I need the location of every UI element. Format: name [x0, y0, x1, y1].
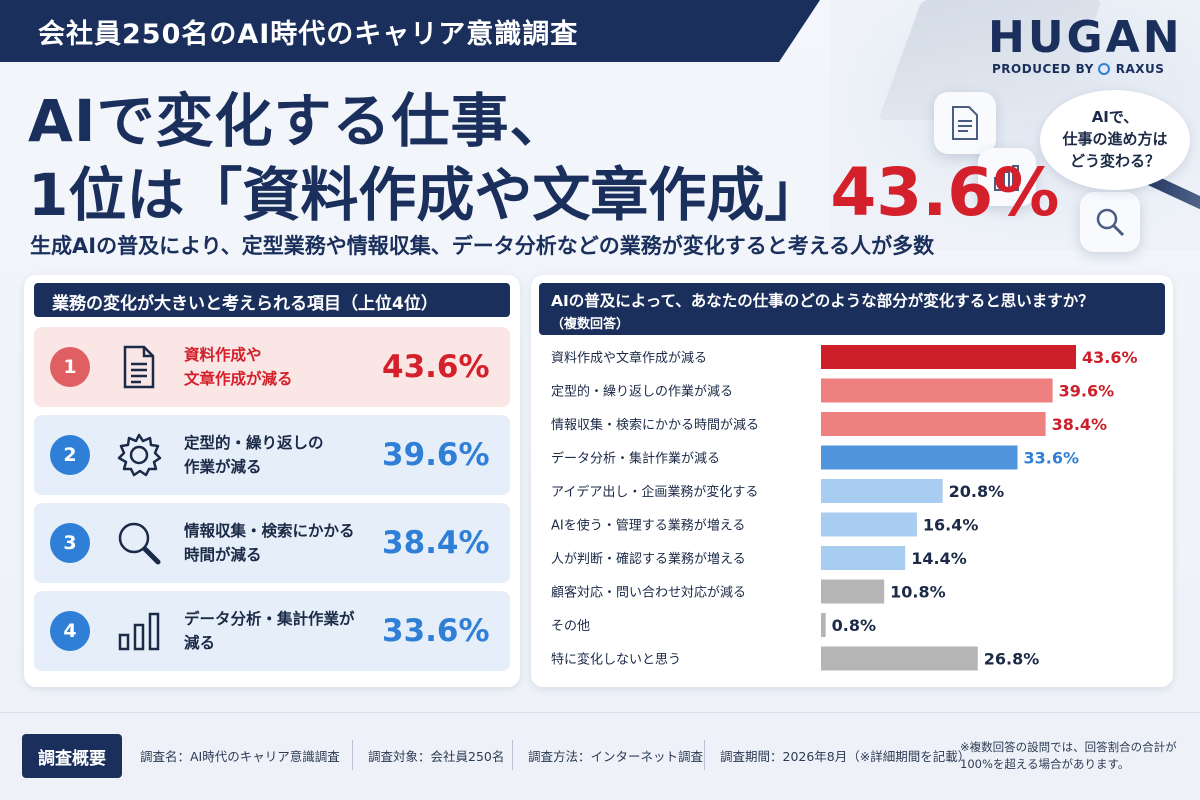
rank-percent: 38.4% — [382, 525, 490, 561]
rank-label: 定型的・繰り返しの 作業が減る — [184, 431, 380, 479]
category-label: 人が判断・確認する業務が増える — [551, 551, 746, 567]
divider — [512, 740, 513, 770]
rank-label-line-1: 定型的・繰り返しの — [184, 433, 324, 452]
value-label: 14.4% — [911, 549, 967, 568]
gear-icon — [114, 430, 164, 480]
chart-note: （複数回答） — [551, 317, 630, 332]
rank-card-2: 2 定型的・繰り返しの 作業が減る 39.6% — [34, 415, 510, 495]
rank-percent: 33.6% — [382, 613, 490, 649]
rank-label-line-1: 情報収集・検索にかかる — [184, 521, 355, 540]
value-label: 33.6% — [1024, 449, 1080, 468]
rank-label-line-2: 文章作成が減る — [184, 370, 293, 388]
magnifier-icon — [114, 518, 164, 568]
rank-label-line-2: 作業が減る — [184, 458, 262, 476]
category-label: 定型的・繰り返しの作業が減る — [551, 384, 733, 400]
footnote-line-1: ※複数回答の設問では、回答割合の合計が — [960, 740, 1177, 754]
divider — [352, 740, 353, 770]
bar — [821, 345, 1076, 369]
bar — [821, 445, 1018, 470]
rank-badge: 3 — [50, 523, 90, 563]
rank-percent: 39.6% — [382, 437, 490, 473]
banner-title: 会社員250名のAI時代のキャリア意識調査 — [38, 19, 579, 50]
value-label: 38.4% — [1052, 415, 1108, 434]
produced-by-text: PRODUCED BY — [992, 62, 1094, 76]
top4-panel-title: 業務の変化が大きいと考えられる項目（上位4位） — [34, 283, 510, 317]
category-label: 特に変化しないと思う — [551, 652, 681, 668]
survey-summary-footer: 調査概要 調査名：AI時代のキャリア意識調査 調査対象：会社員250名 調査方法… — [0, 712, 1200, 800]
rank-badge: 4 — [50, 611, 90, 651]
magnifier-icon — [1096, 208, 1125, 237]
value-label: 20.8% — [949, 482, 1005, 501]
category-label: 顧客対応・問い合わせ対応が減る — [551, 585, 746, 601]
raxus-name: RAXUS — [1115, 62, 1165, 76]
chart-title: AIの普及によって、あなたの仕事のどのような部分が変化すると思いますか？ （複数… — [539, 283, 1165, 335]
chart-panel: AIの普及によって、あなたの仕事のどのような部分が変化すると思いますか？ （複数… — [531, 275, 1173, 687]
chart-question: AIの普及によって、あなたの仕事のどのような部分が変化すると思いますか？ — [551, 292, 1094, 310]
bar — [821, 479, 943, 503]
category-label: 情報収集・検索にかかる時間が減る — [551, 417, 759, 433]
document-card — [934, 92, 996, 154]
rank-label-line-2: 時間が減る — [184, 546, 262, 564]
value-label: 16.4% — [923, 516, 979, 535]
bar-chart: 資料作成や文章作成が減る 43.6% 定型的・繰り返しの作業が減る 39.6% 情報収集… — [551, 345, 1138, 671]
headline-line-1: AIで変化する仕事、 — [28, 87, 569, 155]
value-label: 10.8% — [890, 583, 946, 602]
bubble-line-1: AIで、 — [1091, 108, 1139, 127]
hugan-logo: HUGAN — [988, 12, 1183, 63]
subheadline: 生成AIの普及により、定型業務や情報収集、データ分析などの業務が変化すると考える… — [30, 234, 935, 258]
document-icon — [114, 342, 164, 392]
rank-card-4: 4 データ分析・集計作業が 減る 33.6% — [34, 591, 510, 671]
rank-label-line-2: 減る — [184, 634, 216, 652]
question-bubble: AIで、 仕事の進め方は どう変わる？ — [1040, 90, 1190, 190]
footnote: ※複数回答の設問では、回答割合の合計が 100%を超える場合があります。 — [960, 739, 1180, 774]
rank-badge: 1 — [50, 347, 90, 387]
rank-percent: 43.6% — [382, 349, 490, 385]
document-icon — [952, 106, 978, 140]
survey-method: 調査方法：インターネット調査 — [528, 749, 704, 764]
bar — [821, 546, 906, 570]
value-label: 39.6% — [1059, 382, 1115, 401]
logo-produced-by: PRODUCED BY RAXUS — [992, 62, 1164, 76]
value-label: 26.8% — [984, 650, 1040, 669]
rank-label: データ分析・集計作業が 減る — [184, 607, 380, 655]
rank-label: 情報収集・検索にかかる 時間が減る — [184, 519, 380, 567]
headline-percent: 43.6% — [830, 154, 1060, 231]
value-label: 0.8% — [832, 616, 876, 635]
raxus-mark-icon — [1097, 63, 1110, 75]
category-label: データ分析・集計作業が減る — [551, 451, 720, 467]
rank-label: 資料作成や 文章作成が減る — [184, 343, 380, 391]
category-label: その他 — [551, 619, 590, 634]
bar — [821, 613, 826, 637]
survey-period: 調査期間：2026年8月（※詳細期間を記載） — [720, 749, 971, 764]
bubble-line-3: どう変わる？ — [1069, 151, 1160, 170]
bubble-line-2: 仕事の進め方は — [1062, 130, 1168, 149]
rank-badge: 2 — [50, 435, 90, 475]
survey-target: 調査対象：会社員250名 — [368, 749, 505, 764]
bar-chart-icon — [114, 606, 164, 656]
category-label: アイデア出し・企画業務が変化する — [551, 484, 758, 500]
rank-label-line-1: データ分析・集計作業が — [184, 609, 355, 628]
bar — [821, 579, 885, 604]
top4-panel: 業務の変化が大きいと考えられる項目（上位4位） 1 資料作成や 文章作成が減る … — [24, 275, 520, 687]
chart-card — [978, 148, 1036, 206]
divider — [704, 740, 705, 770]
rank-card-3: 3 情報収集・検索にかかる 時間が減る 38.4% — [34, 503, 510, 583]
bar — [821, 512, 917, 537]
rank-card-1: 1 資料作成や 文章作成が減る 43.6% — [34, 327, 510, 407]
rank-label-line-1: 資料作成や — [184, 345, 262, 364]
survey-name: 調査名：AI時代のキャリア意識調査 — [140, 749, 340, 764]
value-label: 43.6% — [1082, 348, 1138, 367]
headline-line-2-text: 1位は「資料作成や文章作成」 — [28, 161, 823, 229]
bar — [821, 412, 1046, 436]
headline-line-2: 1位は「資料作成や文章作成」 43.6% — [28, 148, 1059, 232]
survey-banner: 会社員250名のAI時代のキャリア意識調査 — [0, 0, 820, 62]
bar — [821, 378, 1053, 403]
category-label: 資料作成や文章作成が減る — [551, 350, 707, 366]
summary-badge: 調査概要 — [22, 734, 122, 778]
footnote-line-2: 100%を超える場合があります。 — [960, 757, 1130, 772]
bar — [821, 646, 978, 671]
bar-chart-icon — [994, 165, 1019, 191]
search-card — [1080, 192, 1140, 252]
category-label: AIを使う・管理する業務が増える — [551, 518, 745, 534]
